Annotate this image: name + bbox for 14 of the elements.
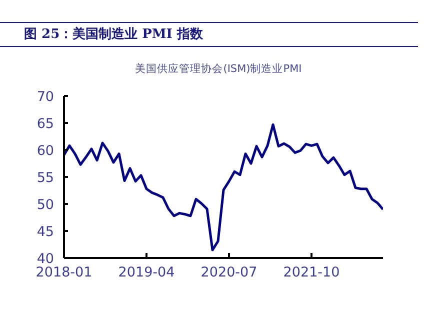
y-tick-label: 70 xyxy=(36,88,54,105)
line-series xyxy=(64,123,383,252)
x-tick-label: 2019-04 xyxy=(118,264,175,281)
y-tick-label: 50 xyxy=(36,196,54,213)
y-tick-label: 40 xyxy=(36,250,54,267)
chart-title: 图 25：美国制造业 PMI 指数 xyxy=(24,26,203,43)
x-tick-label: 2018-01 xyxy=(36,264,92,281)
y-tick-label: 65 xyxy=(36,116,54,132)
chart-subtitle: 美国供应管理协会(ISM)制造业PMI xyxy=(134,62,303,76)
x-tick-label: 2020-07 xyxy=(200,264,258,281)
y-tick-label: 55 xyxy=(36,170,54,186)
x-tick-label: 2021-10 xyxy=(283,264,340,281)
y-tick-label: 60 xyxy=(36,142,54,159)
y-tick-label: 45 xyxy=(36,224,54,240)
